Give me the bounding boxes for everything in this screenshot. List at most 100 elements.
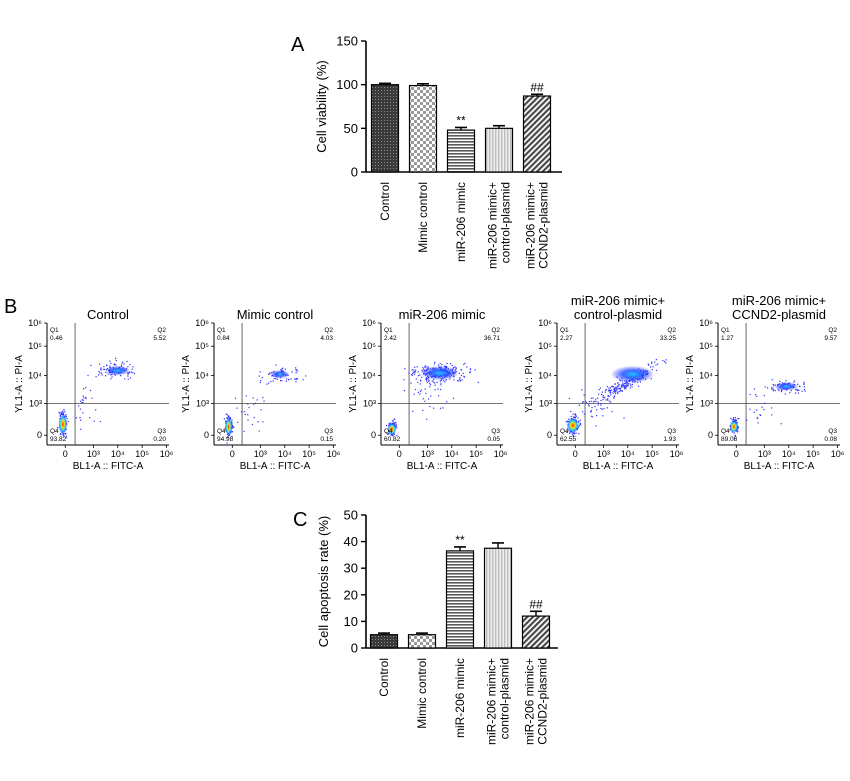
flow-y-tick-label: 10³ bbox=[196, 399, 209, 409]
flow-y-tick-label: 10⁴ bbox=[28, 370, 42, 380]
bar bbox=[407, 634, 437, 649]
flow-plot: Control 0 10³ 10⁴ 10⁵ 10⁶ 0 10³ 10⁴ 10⁵ 10⁶ BL1-A :… bbox=[14, 307, 174, 472]
event-dot bbox=[234, 397, 237, 399]
flow-x-tick-label: 10⁶ bbox=[494, 449, 508, 459]
x-category-label: miR-206 mimic+ bbox=[485, 658, 499, 745]
flow-plot-title: CCND2-plasmid bbox=[732, 307, 826, 322]
event-dot bbox=[111, 376, 113, 378]
event-dot bbox=[232, 424, 234, 427]
event-dot bbox=[771, 388, 773, 391]
event-dot bbox=[99, 420, 101, 423]
event-dot bbox=[627, 384, 629, 387]
x-category-label: miR-206 mimic bbox=[453, 658, 467, 738]
quadrant-q1-label: Q1 bbox=[560, 327, 569, 334]
event-dot bbox=[252, 397, 254, 399]
flow-x-tick-label: 10⁵ bbox=[302, 449, 316, 459]
event-dot bbox=[756, 417, 758, 419]
event-dot bbox=[413, 373, 416, 375]
flow-plot-title: Mimic control bbox=[237, 307, 314, 322]
event-dot bbox=[469, 368, 472, 370]
event-dot bbox=[617, 382, 619, 384]
event-dot bbox=[132, 371, 134, 374]
event-dot bbox=[735, 419, 737, 421]
event-dot bbox=[103, 368, 105, 370]
event-dot bbox=[62, 412, 65, 415]
quadrant-q4-value: 93.82 bbox=[50, 436, 67, 443]
flow-y-tick-label: 10⁴ bbox=[538, 370, 552, 380]
event-dot bbox=[574, 417, 576, 419]
event-dot bbox=[651, 369, 653, 371]
event-dot bbox=[302, 379, 304, 381]
flow-x-tick-label: 10⁶ bbox=[327, 449, 341, 459]
event-dot bbox=[462, 372, 464, 375]
panel-letter-a: A bbox=[291, 34, 305, 56]
flow-y-tick-label: 10³ bbox=[363, 399, 376, 409]
event-dot bbox=[733, 418, 735, 420]
event-dot bbox=[115, 359, 117, 362]
event-dot bbox=[597, 404, 599, 406]
event-dot bbox=[619, 387, 622, 389]
event-dot bbox=[591, 406, 593, 409]
flow-plot: miR-206 mimic+control-plasmid 0 10³ 10⁴ 10⁵ 1… bbox=[524, 293, 684, 472]
event-dot bbox=[430, 395, 432, 397]
event-dot bbox=[625, 383, 627, 385]
event-dot bbox=[461, 379, 463, 381]
event-dot bbox=[226, 417, 229, 420]
event-dot bbox=[581, 411, 584, 413]
event-dot bbox=[411, 369, 413, 371]
event-dot bbox=[794, 380, 796, 382]
quadrant-q2-label: Q2 bbox=[157, 327, 166, 334]
event-dot bbox=[121, 363, 123, 365]
event-dot bbox=[107, 373, 109, 375]
flow-y-tick-label: 10³ bbox=[700, 399, 713, 409]
flow-x-axis-label: BL1-A :: FITC-A bbox=[583, 461, 654, 472]
event-dot bbox=[110, 378, 112, 380]
event-dot bbox=[63, 433, 65, 435]
flow-x-tick-label: 0 bbox=[397, 449, 402, 459]
event-dot bbox=[231, 421, 233, 423]
event-dot bbox=[797, 383, 799, 385]
event-dot bbox=[227, 415, 229, 417]
event-dot bbox=[424, 365, 426, 367]
event-dot bbox=[734, 417, 737, 419]
event-dot bbox=[305, 375, 307, 377]
event-dot bbox=[226, 442, 228, 444]
flow-plot-title: miR-206 mimic+ bbox=[571, 293, 665, 308]
event-dot bbox=[647, 363, 649, 365]
event-dot bbox=[622, 386, 624, 388]
event-dot bbox=[630, 384, 632, 386]
flow-y-tick-label: 10⁶ bbox=[538, 318, 552, 328]
event-dot bbox=[602, 396, 604, 398]
flow-x-tick-label: 10⁴ bbox=[111, 449, 125, 459]
event-dot bbox=[231, 426, 234, 428]
event-dot bbox=[415, 369, 417, 371]
flow-y-axis-label: YL1-A :: PI-A bbox=[348, 355, 359, 413]
event-dot bbox=[458, 372, 461, 374]
significance-label: ** bbox=[455, 533, 465, 547]
event-dot bbox=[58, 411, 60, 414]
event-dot bbox=[764, 386, 766, 388]
event-dot bbox=[459, 378, 461, 380]
event-dot bbox=[425, 392, 427, 395]
event-dot bbox=[285, 380, 287, 382]
flow-x-tick-label: 10³ bbox=[87, 449, 100, 459]
event-dot bbox=[78, 405, 80, 407]
event-dot bbox=[126, 360, 128, 363]
event-dot bbox=[415, 378, 417, 380]
event-dot bbox=[588, 405, 590, 407]
event-dot bbox=[446, 401, 448, 403]
event-dot bbox=[794, 392, 797, 394]
event-dot bbox=[262, 396, 264, 399]
event-dot bbox=[613, 390, 615, 393]
event-dot bbox=[103, 365, 105, 368]
event-dot bbox=[612, 392, 614, 394]
event-dot bbox=[395, 424, 397, 427]
flow-y-tick-label: 10⁵ bbox=[28, 341, 42, 351]
event-dot bbox=[618, 383, 620, 386]
quadrant-q3-label: Q3 bbox=[157, 428, 166, 435]
bar bbox=[369, 634, 399, 649]
quadrant-q4-label: Q4 bbox=[384, 428, 393, 435]
event-dot bbox=[62, 434, 65, 436]
event-dot bbox=[617, 385, 619, 387]
event-dot bbox=[772, 390, 775, 392]
